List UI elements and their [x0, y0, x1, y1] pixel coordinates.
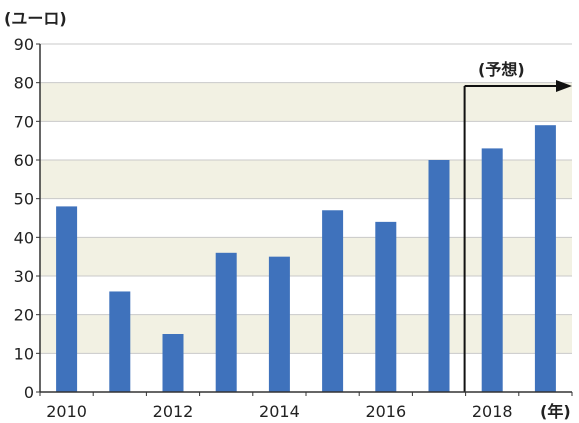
y-tick-label-50: 50: [14, 190, 34, 209]
band-70-80: [40, 82, 572, 122]
y-tick-label-70: 70: [14, 112, 34, 131]
bar-2011: [109, 291, 131, 392]
y-tick-label-20: 20: [14, 306, 34, 325]
forecast-arrow-head: [556, 80, 572, 92]
x-tick-label-2014: 2014: [259, 402, 300, 421]
y-tick-label-60: 60: [14, 151, 34, 170]
y-tick-label-30: 30: [14, 267, 34, 286]
x-tick-label-2018: 2018: [472, 402, 513, 421]
y-tick-label-40: 40: [14, 228, 34, 247]
bar-2013: [215, 252, 237, 392]
tick-label-layer: 0 10 20 30 40 50 60 70 80 90 2010 2012 2014 2016 2018: [14, 35, 513, 421]
grid-layer: [40, 43, 572, 354]
y-axis-unit-label: (ユーロ): [4, 9, 67, 28]
bar-2012: [162, 334, 184, 392]
axis-layer: [36, 43, 573, 396]
y-tick-label-10: 10: [14, 344, 34, 363]
bar-2019: [534, 125, 556, 392]
bar-2010: [56, 206, 78, 392]
y-tick-label-0: 0: [24, 383, 34, 402]
x-tick-label-2012: 2012: [153, 402, 194, 421]
bar-layer: [56, 125, 556, 392]
x-tick-label-2016: 2016: [365, 402, 406, 421]
forecast-label: (予想): [478, 60, 525, 79]
bar-2016: [375, 221, 397, 392]
x-axis-unit-label: (年): [540, 402, 571, 421]
bar-2015: [322, 210, 344, 392]
y-tick-label-90: 90: [14, 35, 34, 54]
bar-2017: [428, 160, 450, 392]
bar-2014: [268, 256, 290, 392]
bar-2018: [481, 148, 503, 392]
forecast-box: [463, 80, 572, 392]
x-tick-label-2010: 2010: [46, 402, 87, 421]
y-tick-label-80: 80: [14, 74, 34, 93]
